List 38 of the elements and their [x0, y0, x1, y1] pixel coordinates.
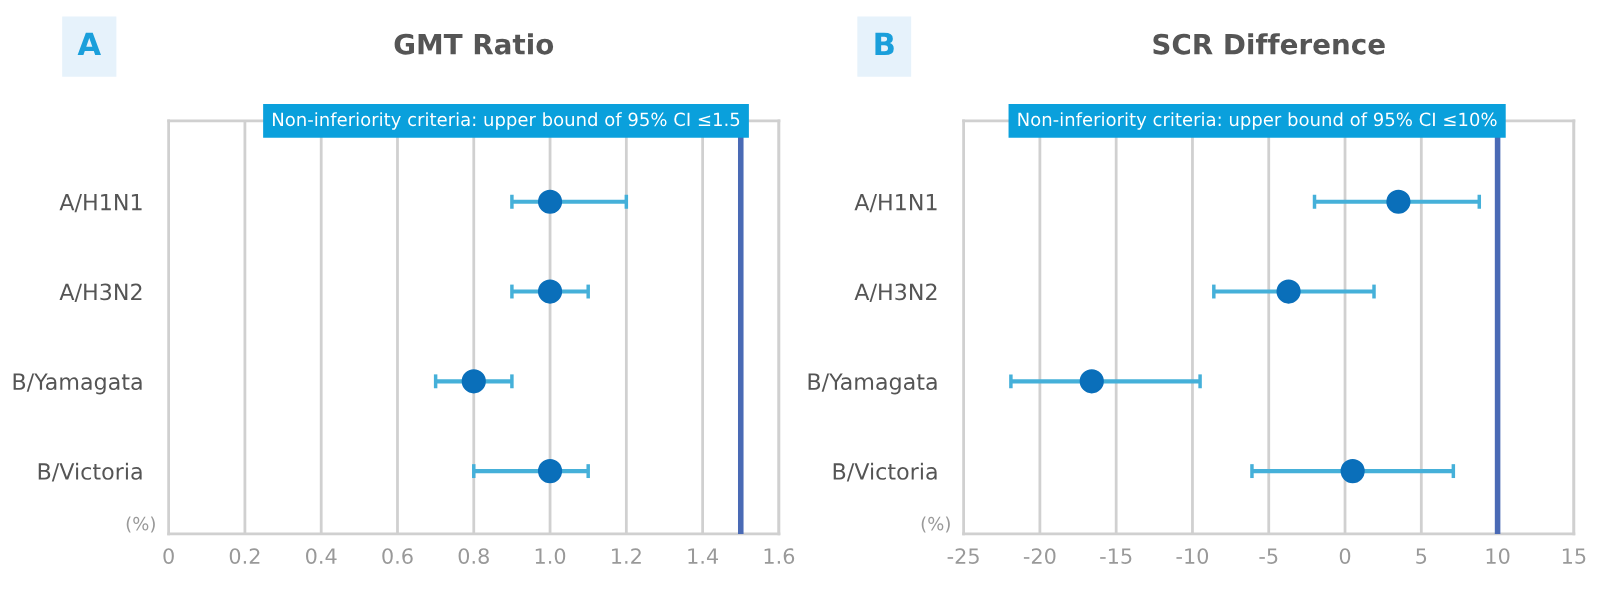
x-tick-label: 0.8	[458, 548, 489, 564]
x-tick-label: -20	[1023, 548, 1056, 564]
point	[1079, 369, 1104, 394]
y-tick-label: B/Yamagata	[808, 373, 937, 395]
x-tick-label: 0.6	[382, 548, 413, 564]
text: B	[875, 32, 894, 56]
y-tick-label: B/Yamagata	[13, 373, 142, 395]
text: (%)	[126, 516, 155, 533]
ref-line-label: Non-inferiority criteria: upper bound of 95% CI ≤10%	[1018, 112, 1497, 130]
x-tick-label: 0.2	[229, 548, 260, 564]
point	[1340, 459, 1365, 484]
x-tick-label: 0	[1339, 548, 1351, 564]
x-tick-label: 1.4	[688, 548, 719, 564]
chart-title: GMT Ratio	[394, 33, 554, 55]
y-tick-label: A/H1N1	[59, 194, 142, 213]
x-tick-label: 5	[1416, 548, 1427, 564]
x-tick-label: 1.6	[764, 548, 795, 564]
y-tick-label: B/Victoria	[38, 462, 142, 482]
x-tick-label: -15	[1100, 548, 1132, 564]
text: A	[77, 32, 101, 56]
chart-title: SCR Difference	[1153, 33, 1385, 55]
point	[1386, 189, 1411, 214]
x-tick-label: -10	[1176, 548, 1209, 564]
text: (%)	[921, 516, 950, 533]
x-tick-label: -25	[947, 548, 979, 564]
point	[1276, 279, 1301, 304]
ref-line-label: Non-inferiority criteria: upper bound of 95% CI ≤1.5	[273, 112, 740, 130]
x-tick-label: 15	[1562, 548, 1586, 564]
y-tick-label: A/H3N2	[854, 283, 937, 303]
x-tick-label: 0	[163, 548, 174, 564]
y-tick-label: B/Victoria	[833, 462, 937, 482]
x-tick-label: 1.0	[535, 548, 566, 564]
x-tick-label: -5	[1259, 548, 1278, 564]
x-tick-label: 10	[1486, 548, 1510, 564]
x-tick-label: 0.4	[306, 548, 337, 564]
x-tick-label: 1.2	[612, 548, 641, 564]
y-tick-label: A/H3N2	[59, 283, 142, 303]
y-tick-label: A/H1N1	[854, 194, 937, 213]
